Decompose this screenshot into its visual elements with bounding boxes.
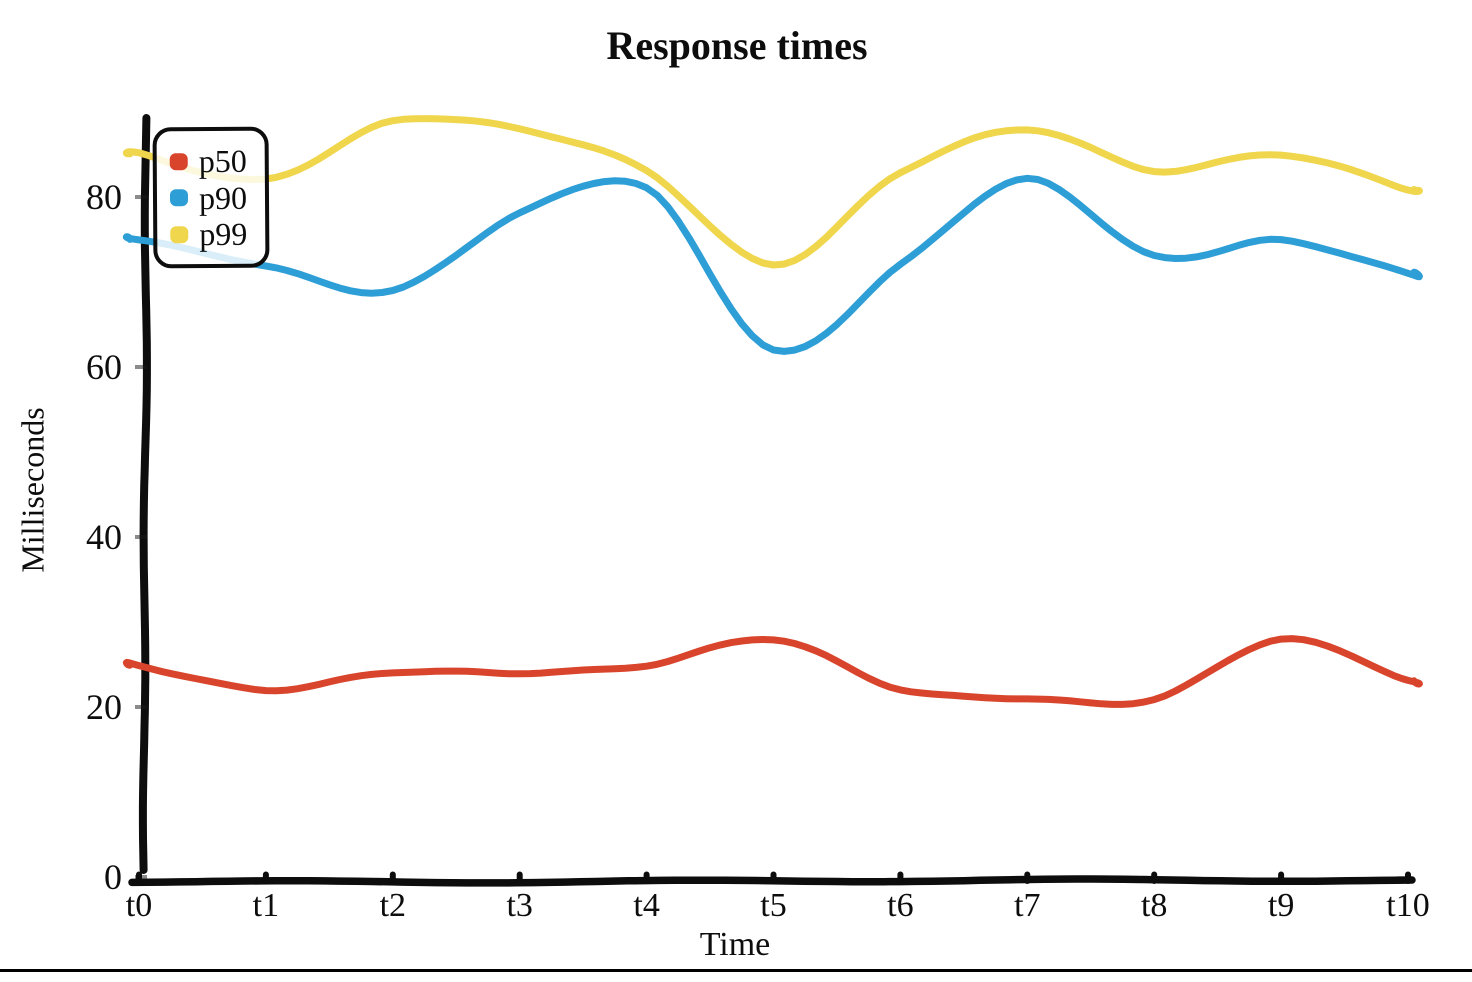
x-tick-label-t3: t3 xyxy=(506,887,533,924)
p99-series-swatch-icon xyxy=(170,225,189,243)
legend-label-p90: p90 xyxy=(198,179,248,216)
chart-title: Response times xyxy=(606,23,868,68)
x-tick-label-t2: t2 xyxy=(379,887,407,924)
x-axis-label: Time xyxy=(699,926,771,963)
x-tick-label-t9: t9 xyxy=(1267,887,1295,924)
legend-item-p90: p90 xyxy=(169,179,248,216)
y-tick-label-20: 20 xyxy=(86,687,122,727)
series-line-p99 xyxy=(122,115,1423,269)
x-tick-label-t1: t1 xyxy=(252,887,280,924)
y-axis-line xyxy=(138,114,151,874)
y-tick-label-80: 80 xyxy=(86,177,122,217)
x-tick-label-t0: t0 xyxy=(125,887,153,924)
x-tick-label-t6: t6 xyxy=(887,887,914,924)
y-tick-label-60: 60 xyxy=(86,347,122,387)
series-line-p90 xyxy=(122,174,1423,355)
p90-series-swatch-icon xyxy=(169,189,189,207)
series-line-p50 xyxy=(122,635,1423,708)
legend-label-p50: p50 xyxy=(198,142,247,180)
x-tick-label-t7: t7 xyxy=(1014,887,1041,924)
legend-label-p99: p99 xyxy=(199,215,248,253)
x-tick-label-t8: t8 xyxy=(1140,887,1168,924)
legend-item-p99: p99 xyxy=(170,216,247,253)
y-tick-label-40: 40 xyxy=(86,517,122,557)
legend: p50 p90 p99 xyxy=(152,126,270,269)
legend-item-p50: p50 xyxy=(169,142,247,180)
x-tick-label-t5: t5 xyxy=(760,887,787,924)
p50-series-swatch-icon xyxy=(169,152,188,170)
bottom-rule xyxy=(0,969,1472,972)
x-tick-label-t4: t4 xyxy=(633,887,660,924)
y-tick-label-0: 0 xyxy=(104,857,122,897)
x-tick-label-t10: t10 xyxy=(1386,887,1430,924)
